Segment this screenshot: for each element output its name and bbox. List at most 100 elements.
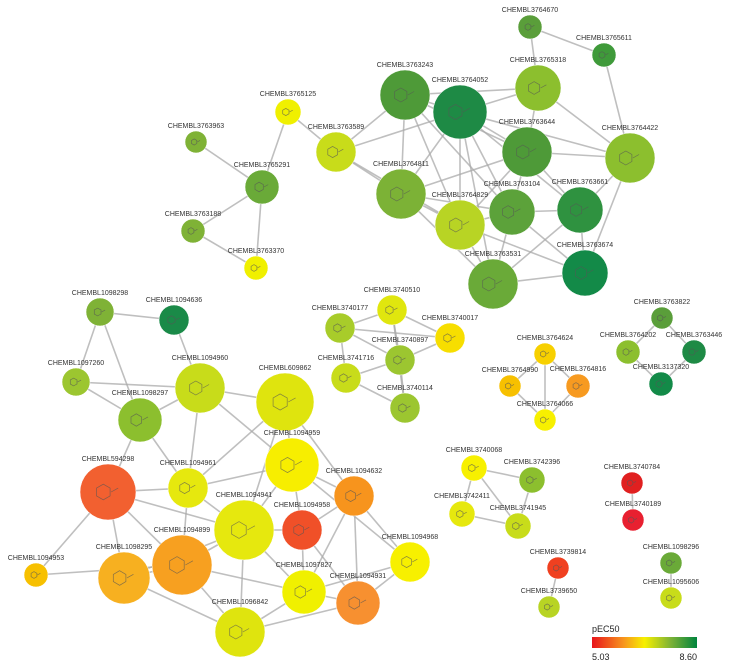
node-label: CHEMBL1097260 [48,360,105,367]
molecule-bond [514,208,521,213]
node [498,374,522,398]
node-label: CHEMBL3764066 [517,401,574,408]
molecule [627,479,634,487]
node-group: CHEMBL3740510 [364,287,420,326]
node [460,454,488,482]
node-group: CHEMBL3765611 [576,35,632,68]
node [97,551,151,605]
molecule [339,373,348,383]
node-label: CHEMBL1098298 [72,290,129,297]
node-group: CHEMBL3764202 [600,332,656,365]
node [514,64,562,112]
node [488,188,536,236]
node-group: CHEMBL3764670 [502,7,559,40]
edge [459,111,494,285]
molecule-bond [633,481,637,484]
node-label: CHEMBL1094931 [330,573,387,580]
molecule-bond [294,460,302,466]
node-label: CHEMBL3764670 [502,7,559,14]
node-group: CHEMBL3763822 [634,299,691,330]
node [274,98,302,126]
molecule [394,87,408,103]
molecule [69,377,78,387]
node [389,541,431,583]
molecule [524,23,532,31]
molecule-bond [393,307,398,311]
node [335,580,381,626]
node-label: CHEMBL3764052 [432,77,489,84]
node-group: CHEMBL3763661 [552,179,608,234]
node [23,562,49,588]
node-group: CHEMBL3763963 [168,123,225,154]
molecule [348,596,360,610]
molecule-bond [257,266,261,269]
molecule [294,585,306,599]
molecule [345,489,356,503]
node-label: CHEMBL1094636 [146,297,203,304]
node-label: CHEMBL1098297 [112,390,169,397]
node-label: CHEMBL3740784 [604,464,661,471]
edges [35,26,695,633]
molecule-bond [142,416,149,421]
nodes: CHEMBL3764670 CHEMBL3765611 CHEMBL3763243 C… [8,7,723,658]
node-group: CHEMBL1098295 [96,544,153,605]
molecule [449,217,463,233]
molecule [169,556,185,574]
node-label: CHEMBL594298 [82,456,135,463]
node-label: CHEMBL3763531 [465,251,522,258]
molecule-bond [403,190,411,195]
node-group: CHEMBL3763644 [499,119,555,178]
node-group: CHEMBL3764816 [550,366,606,399]
molecule [528,81,541,95]
node-label: CHEMBL3740068 [446,447,503,454]
molecule [468,463,476,473]
node [61,367,91,397]
node-label: CHEMBL1098295 [96,544,153,551]
molecule-bond [629,350,633,353]
node [244,169,280,205]
edge [529,26,605,56]
node-label: CHEMBL1094959 [264,430,321,437]
molecule-bond [546,418,550,421]
node-label: CHEMBL1094953 [8,555,65,562]
colorbar-title: pEC50 [592,624,620,634]
molecule [280,456,295,474]
molecule [390,186,404,202]
molecule-bond [197,140,201,143]
node-label: CHEMBL3763446 [666,332,723,339]
node-label: CHEMBL1096842 [212,599,269,606]
molecule-bond [463,511,467,515]
node-label: CHEMBL3764829 [432,192,489,199]
node-group: CHEMBL3740189 [605,501,661,532]
node-label: CHEMBL1097827 [276,562,333,569]
molecule-bond [579,384,583,387]
node [546,556,570,580]
node [517,14,543,40]
molecule [628,516,635,524]
node-group: CHEMBL3739814 [530,549,587,580]
node [432,84,488,140]
molecule-bond [462,221,470,226]
node-group: CHEMBL1094968 [382,534,438,583]
node-label: CHEMBL3763963 [168,123,225,130]
node-group: CHEMBL1098296 [643,544,699,575]
molecule-bond [531,25,535,28]
molecule-bond [77,379,82,383]
molecule-bond [511,384,515,387]
molecule-bond [306,588,313,593]
node [565,373,591,399]
node-label: CHEMBL3765291 [234,162,291,169]
molecule-bond [406,405,411,409]
node [376,294,408,326]
molecule [572,382,580,390]
node-group: CHEMBL3765125 [260,91,316,126]
molecule-bond [634,518,638,521]
node [117,397,163,443]
molecule [282,107,290,117]
node-label: CHEMBL3742396 [504,459,561,466]
molecule [401,555,412,569]
molecule-bond [247,525,256,531]
node-label: CHEMBL3763822 [634,299,691,306]
node-group: CHEMBL3764811 [373,161,429,220]
node-label: CHEMBL3739814 [530,549,587,556]
